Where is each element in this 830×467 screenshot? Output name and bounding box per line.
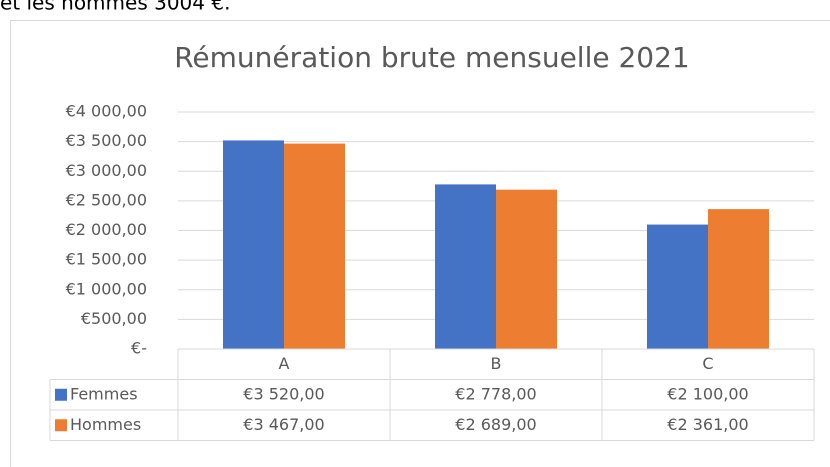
x-tick-label: A bbox=[279, 354, 290, 373]
legend-swatch bbox=[55, 419, 67, 432]
page-text: et les hommes 3004 €. bbox=[0, 0, 230, 15]
table-value: €3 467,00 bbox=[243, 415, 324, 434]
bar bbox=[284, 143, 345, 349]
table-value: €3 520,00 bbox=[243, 384, 324, 403]
y-tick-label: €1 500,00 bbox=[66, 250, 147, 269]
bar bbox=[647, 224, 708, 349]
legend-label: Hommes bbox=[70, 415, 141, 434]
y-tick-label: €4 000,00 bbox=[66, 102, 147, 121]
bar bbox=[223, 140, 284, 349]
y-tick-label: €500,00 bbox=[81, 309, 147, 328]
x-tick-label: C bbox=[702, 354, 713, 373]
table-value: €2 689,00 bbox=[455, 415, 536, 434]
y-tick-label: €1 000,00 bbox=[66, 279, 147, 298]
x-tick-label: B bbox=[491, 354, 502, 373]
legend-label: Femmes bbox=[70, 384, 138, 403]
y-tick-label: €2 500,00 bbox=[66, 190, 147, 209]
table-value: €2 100,00 bbox=[667, 384, 748, 403]
bar bbox=[496, 189, 557, 349]
bar bbox=[708, 209, 769, 349]
y-tick-label: €3 000,00 bbox=[66, 161, 147, 180]
bar bbox=[435, 184, 496, 349]
y-tick-label: €- bbox=[131, 339, 147, 358]
legend-swatch bbox=[55, 388, 67, 401]
chart-title: Rémunération brute mensuelle 2021 bbox=[174, 41, 690, 74]
table-value: €2 778,00 bbox=[455, 384, 536, 403]
table-value: €2 361,00 bbox=[667, 415, 748, 434]
y-tick-label: €2 000,00 bbox=[66, 220, 147, 239]
y-tick-label: €3 500,00 bbox=[66, 131, 147, 150]
